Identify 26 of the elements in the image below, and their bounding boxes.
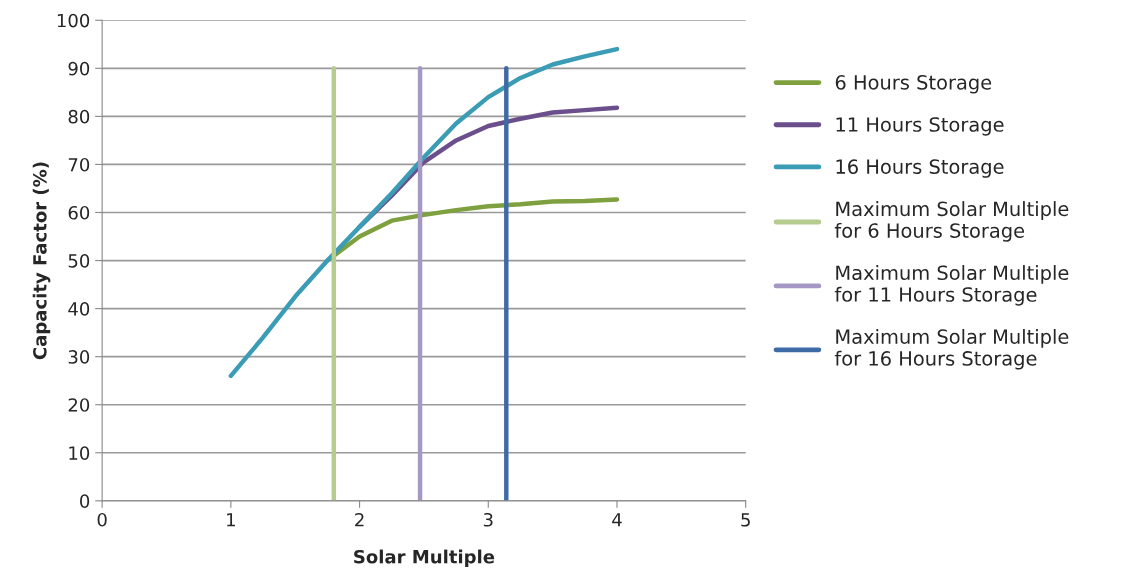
y-tick-label: 60 xyxy=(68,205,90,220)
legend-label: 6 Hours Storage xyxy=(835,75,992,94)
legend-label: Maximum Solar Multiple for 6 Hours Storage xyxy=(834,201,1069,242)
x-tick-label: 3 xyxy=(483,512,493,527)
x-tick-label: 4 xyxy=(612,513,622,527)
x-tick-label: 0 xyxy=(97,512,107,527)
y-tick-label: 30 xyxy=(68,350,90,364)
x-tick-label: 2 xyxy=(355,512,364,527)
legend-label: Maximum Solar Multiple for 16 Hours Storage xyxy=(834,328,1069,370)
y-tick-label: 0 xyxy=(80,494,90,508)
y-tick-label: 80 xyxy=(68,109,90,124)
legend-label: 11 Hours Storage xyxy=(836,117,1004,136)
y-tick-label: 90 xyxy=(68,61,90,76)
x-axis-title: Solar Multiple xyxy=(354,549,495,568)
x-tick-label: 1 xyxy=(227,513,235,527)
y-axis-title: Capacity Factor (%) xyxy=(32,162,51,360)
legend-label: Maximum Solar Multiple for 11 Hours Storage xyxy=(834,265,1069,306)
y-tick-label: 70 xyxy=(68,157,90,172)
x-tick-label: 5 xyxy=(741,513,750,527)
line-series xyxy=(228,46,620,379)
y-tick-label: 40 xyxy=(68,302,90,316)
y-tick-label: 20 xyxy=(68,398,90,412)
y-tick-label: 10 xyxy=(69,446,90,460)
y-tick-label: 50 xyxy=(68,254,90,268)
y-tick-label: 100 xyxy=(57,13,90,28)
legend-label: 16 Hours Storage xyxy=(836,159,1004,178)
